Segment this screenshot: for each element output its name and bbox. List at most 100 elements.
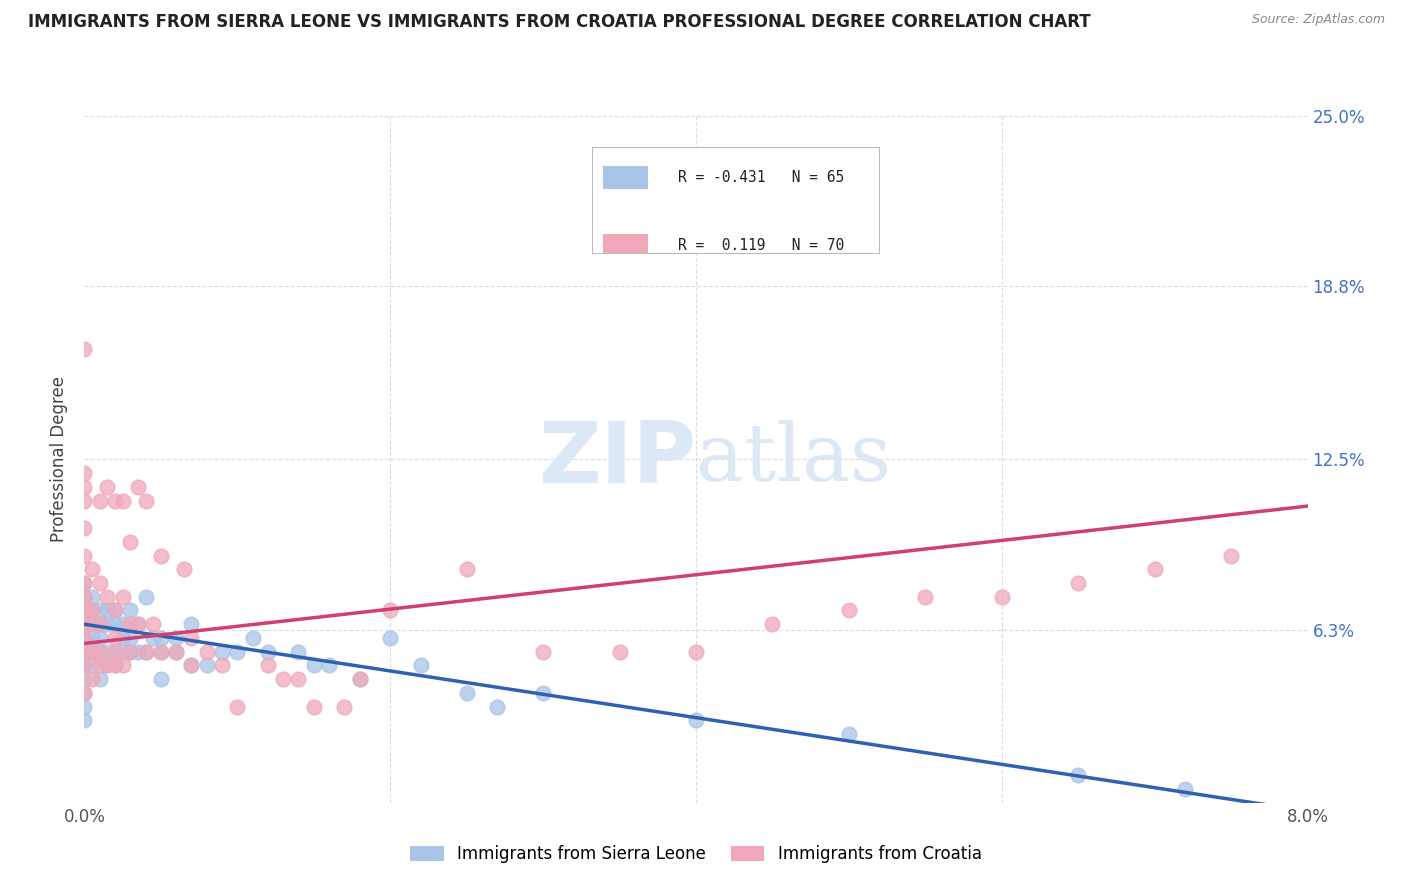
Point [914, 590, 936, 604]
Text: ZIP: ZIP [538, 417, 696, 501]
Text: atlas: atlas [696, 420, 891, 499]
Point [89, 493, 111, 508]
Point [149, 549, 172, 563]
Point [195, 645, 218, 659]
Point [838, 603, 860, 617]
Point [257, 645, 280, 659]
Point [149, 645, 172, 659]
Point [80, 590, 103, 604]
Point [80, 658, 103, 673]
Text: Source: ZipAtlas.com: Source: ZipAtlas.com [1251, 13, 1385, 27]
Point [104, 603, 127, 617]
Point [80, 603, 103, 617]
Point [380, 631, 402, 645]
Point [380, 603, 402, 617]
Point [409, 658, 432, 673]
Point [991, 590, 1014, 604]
Point [89, 658, 111, 673]
Point [96, 658, 118, 673]
Point [1174, 782, 1197, 797]
Point [287, 645, 309, 659]
Point [761, 617, 783, 632]
Point [89, 672, 111, 686]
Legend: Immigrants from Sierra Leone, Immigrants from Croatia: Immigrants from Sierra Leone, Immigrants… [404, 838, 988, 870]
Point [80, 672, 103, 686]
Point [73, 590, 96, 604]
Point [127, 645, 149, 659]
Point [120, 603, 142, 617]
Point [120, 617, 142, 632]
Point [73, 631, 96, 645]
Point [318, 658, 340, 673]
Point [73, 699, 96, 714]
Point [838, 727, 860, 741]
Point [287, 672, 309, 686]
Point [89, 603, 111, 617]
Point [80, 603, 103, 617]
Point [120, 645, 142, 659]
Point [80, 631, 103, 645]
Point [486, 699, 509, 714]
Point [73, 645, 96, 659]
Point [149, 631, 172, 645]
Point [135, 590, 157, 604]
Point [302, 658, 325, 673]
Point [165, 645, 187, 659]
Point [165, 631, 187, 645]
Point [111, 631, 134, 645]
Point [302, 699, 325, 714]
Point [104, 645, 127, 659]
Point [89, 631, 111, 645]
Point [73, 658, 96, 673]
Point [609, 645, 631, 659]
Point [73, 617, 96, 632]
Point [73, 658, 96, 673]
Point [73, 645, 96, 659]
Point [135, 645, 157, 659]
Point [73, 343, 96, 357]
Point [89, 617, 111, 632]
Point [96, 590, 118, 604]
Point [149, 645, 172, 659]
Point [80, 645, 103, 659]
Point [349, 672, 371, 686]
Point [180, 631, 202, 645]
Point [531, 686, 554, 700]
Point [80, 562, 103, 576]
Point [685, 645, 707, 659]
Point [135, 645, 157, 659]
Point [73, 521, 96, 535]
Point [73, 617, 96, 632]
Point [111, 658, 134, 673]
Point [104, 631, 127, 645]
Point [73, 576, 96, 591]
Point [1143, 562, 1166, 576]
Point [104, 603, 127, 617]
Point [685, 714, 707, 728]
Point [456, 562, 478, 576]
Point [111, 645, 134, 659]
Text: IMMIGRANTS FROM SIERRA LEONE VS IMMIGRANTS FROM CROATIA PROFESSIONAL DEGREE CORR: IMMIGRANTS FROM SIERRA LEONE VS IMMIGRAN… [28, 13, 1091, 31]
Point [111, 590, 134, 604]
Point [1067, 768, 1090, 782]
Point [89, 645, 111, 659]
Point [73, 672, 96, 686]
Point [104, 645, 127, 659]
Point [73, 603, 96, 617]
Point [142, 617, 165, 632]
Point [173, 562, 195, 576]
Point [80, 617, 103, 632]
Point [165, 645, 187, 659]
Point [349, 672, 371, 686]
Point [180, 617, 202, 632]
Point [73, 631, 96, 645]
Point [89, 576, 111, 591]
Point [127, 480, 149, 494]
Point [111, 617, 134, 632]
Point [211, 658, 233, 673]
Point [149, 672, 172, 686]
Point [73, 631, 96, 645]
Point [1067, 576, 1090, 591]
Point [80, 645, 103, 659]
Point [127, 617, 149, 632]
